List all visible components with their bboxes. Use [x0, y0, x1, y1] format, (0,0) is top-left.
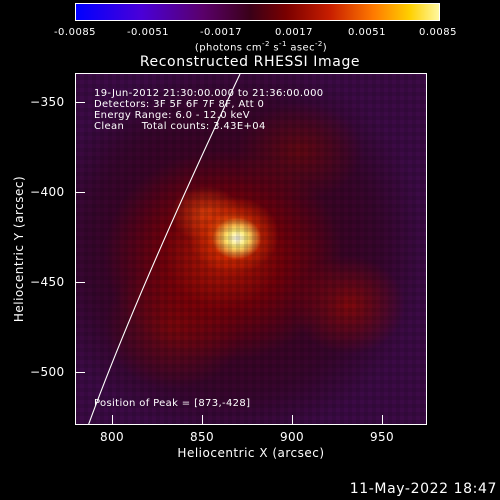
x-axis-label: Heliocentric X (arcsec): [177, 446, 325, 460]
colorbar: [75, 3, 440, 21]
colorbar-tick-label: -0.0051: [126, 27, 170, 38]
x-tick-mark: [292, 415, 293, 425]
colorbar-unit-label: (photons cm-2 s-1 asec-2): [194, 40, 328, 54]
x-tick-label: 900: [279, 430, 305, 444]
y-tick-label: −350: [30, 95, 65, 109]
y-tick-mark: [75, 282, 85, 283]
colorbar-tick-label: 0.0017: [275, 27, 313, 38]
info-detectors: Detectors: 3F 5F 6F 7F 8F, Att 0: [94, 99, 265, 110]
x-tick-mark: [202, 415, 203, 425]
colorbar-tick-label: 0.0051: [348, 27, 386, 38]
info-clean-counts: Clean Total counts: 3.43E+04: [94, 121, 266, 132]
y-tick-mark: [75, 102, 85, 103]
y-tick-label: −450: [30, 275, 65, 289]
colorbar-tick-label: 0.0085: [419, 27, 457, 38]
image-pixel-texture: [76, 74, 426, 424]
info-energy-range: Energy Range: 6.0 - 12.0 keV: [94, 110, 250, 121]
render-timestamp: 11-May-2022 18:47: [349, 481, 497, 497]
x-tick-label: 950: [369, 430, 395, 444]
y-axis-label: Heliocentric Y (arcsec): [12, 175, 26, 323]
colorbar-tick-label: -0.0017: [199, 27, 243, 38]
colorbar-tick-label: -0.0085: [53, 27, 97, 38]
x-tick-mark: [382, 415, 383, 425]
info-time-range: 19-Jun-2012 21:30:00.000 to 21:36:00.000: [94, 88, 324, 99]
y-tick-label: −400: [30, 185, 65, 199]
rhessi-image-panel: 19-Jun-2012 21:30:00.000 to 21:36:00.000…: [75, 73, 427, 425]
y-tick-label: −500: [30, 365, 65, 379]
plot-title: Reconstructed RHESSI Image: [139, 54, 361, 70]
y-tick-mark: [75, 192, 85, 193]
solar-limb-arc: [88, 74, 241, 424]
x-tick-label: 850: [189, 430, 215, 444]
x-tick-mark: [112, 415, 113, 425]
solar-limb-overlay: [88, 74, 241, 424]
y-tick-mark: [75, 372, 85, 373]
peak-position-label: Position of Peak = [873,-428]: [94, 398, 251, 409]
x-tick-label: 800: [99, 430, 125, 444]
